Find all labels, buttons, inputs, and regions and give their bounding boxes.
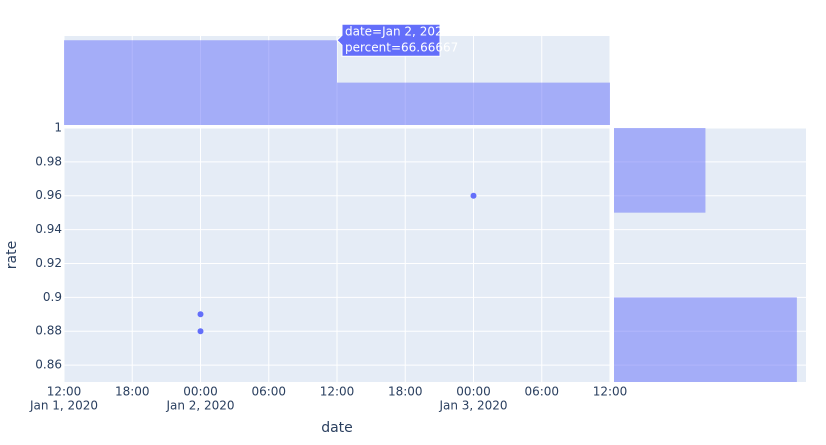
x-tick-label: 06:00	[251, 385, 286, 399]
y-tick-label: 0.88	[35, 324, 62, 338]
hover-text: percent=66.66667	[345, 41, 458, 55]
x-tick-label: 12:00	[320, 385, 355, 399]
histogram-bar	[614, 297, 797, 382]
x-tick-label: 00:00	[183, 385, 218, 399]
x-tick-date: Jan 1, 2020	[29, 399, 98, 413]
x-tick-date: Jan 3, 2020	[438, 399, 507, 413]
y-tick-label: 0.96	[35, 188, 62, 202]
point	[470, 192, 477, 199]
x-tick-label: 18:00	[388, 385, 423, 399]
y-tick-label: 0.86	[35, 358, 62, 372]
histogram-bar	[337, 82, 610, 125]
x-axis-title: date	[321, 420, 353, 436]
x-tick-date: Jan 2, 2020	[165, 399, 234, 413]
histogram-bar	[614, 128, 706, 213]
point	[197, 311, 204, 318]
hover-text: date=Jan 2, 2020	[345, 25, 450, 39]
y-tick-label: 0.9	[43, 290, 62, 304]
y-tick-label: 0.92	[35, 256, 62, 270]
x-tick-label: 12:00	[593, 385, 628, 399]
x-tick-label: 00:00	[456, 385, 491, 399]
x-tick-label: 12:00	[47, 385, 82, 399]
y-axis-title: rate	[4, 241, 20, 269]
x-tick-label: 06:00	[524, 385, 559, 399]
y-tick-label: 0.94	[35, 222, 62, 236]
histogram-bar	[64, 40, 337, 125]
hover-box	[336, 23, 441, 57]
x-tick-label: 18:00	[115, 385, 150, 399]
y-tick-label: 1	[54, 121, 62, 135]
y-tick-label: 0.98	[35, 154, 62, 168]
point	[197, 328, 204, 335]
